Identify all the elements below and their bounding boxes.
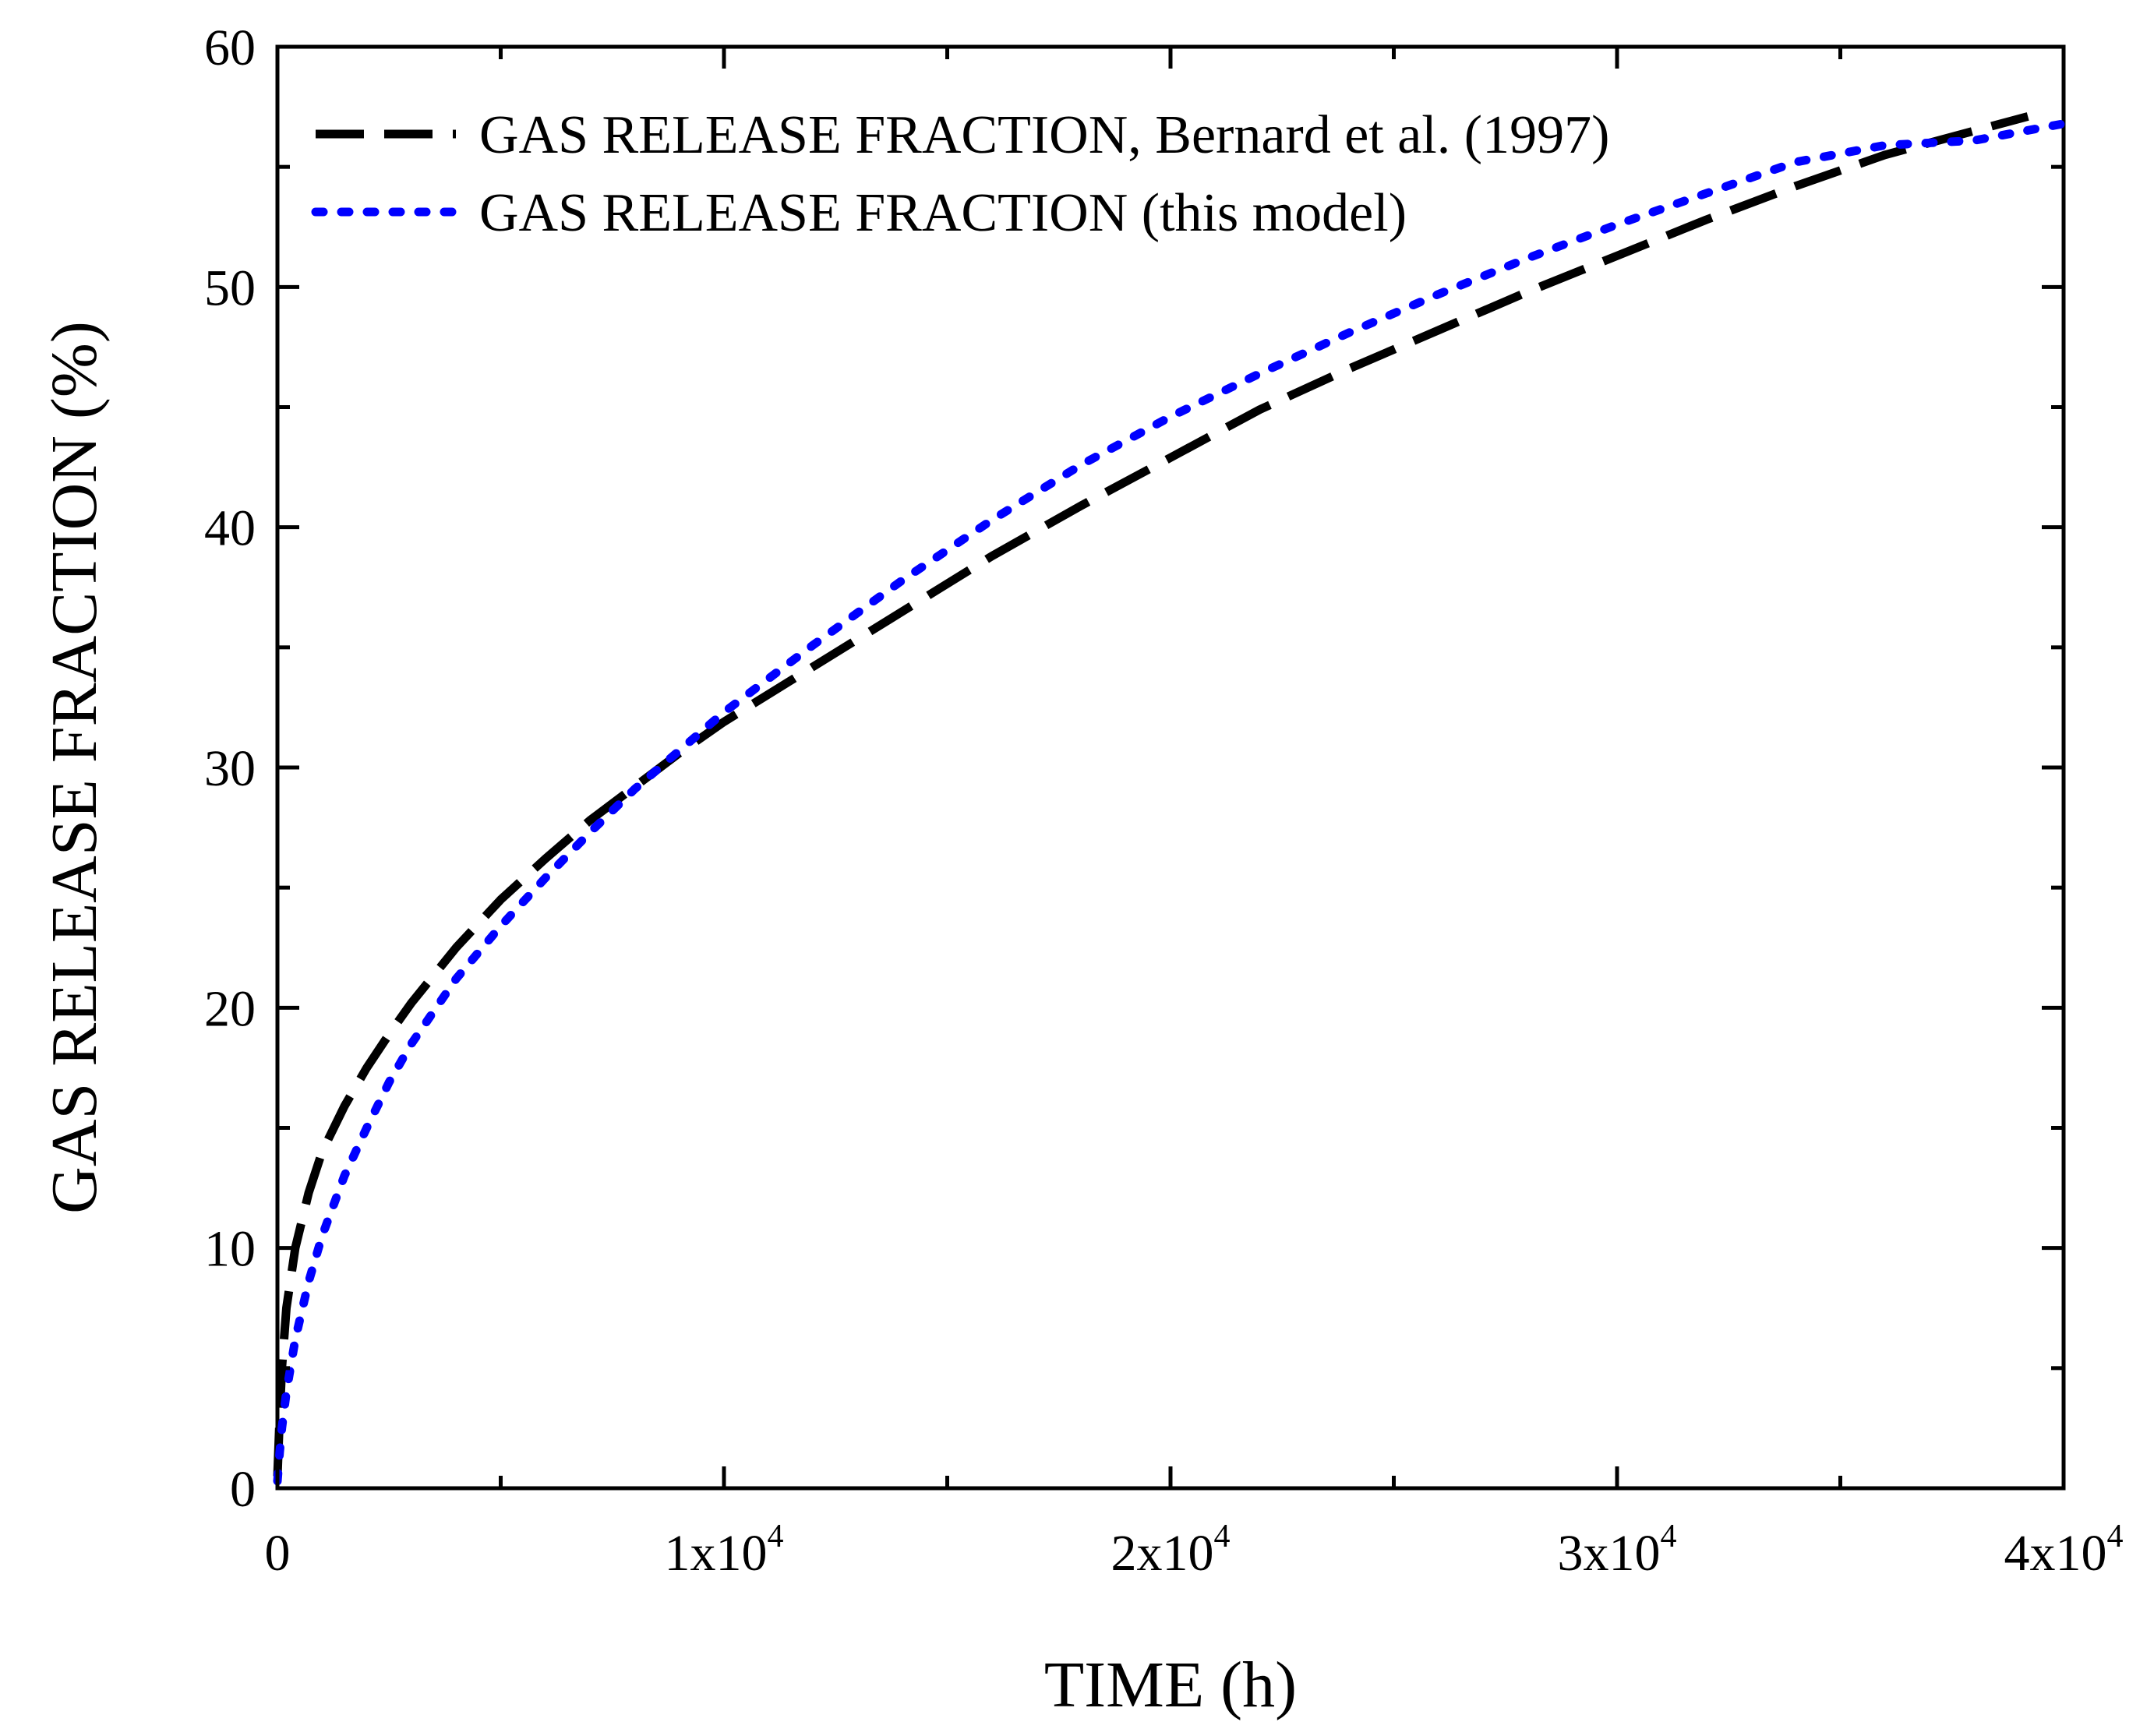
y-tick-label-6: 60	[204, 19, 256, 76]
x-tick-label-3: 3x104	[1558, 1519, 1677, 1582]
x-tick-label-2: 2x104	[1111, 1519, 1231, 1582]
x-tick-label-0: 0	[265, 1525, 291, 1582]
legend: GAS RELEASE FRACTION, Bernard et al. (19…	[311, 105, 1609, 243]
legend-label-this-model: GAS RELEASE FRACTION (this model)	[479, 183, 1407, 243]
y-tick-label-1: 10	[204, 1221, 256, 1278]
y-axis-title: GAS RELEASE FRACTION (%)	[38, 321, 111, 1214]
x-tick-label-4: 4x104	[2004, 1519, 2124, 1582]
series-layer	[273, 112, 2068, 1486]
y-tick-label-2: 20	[204, 980, 256, 1037]
legend-label-bernard: GAS RELEASE FRACTION, Bernard et al. (19…	[479, 105, 1609, 165]
y-tick-label-3: 30	[204, 740, 256, 797]
plot-area	[275, 44, 2066, 1491]
x-tick-label-1: 1x104	[665, 1519, 784, 1582]
y-tick-label-4: 40	[204, 500, 256, 557]
series-line-0	[273, 112, 2029, 1477]
x-axis-title: TIME (h)	[1044, 1649, 1297, 1721]
y-tick-label-5: 50	[204, 259, 256, 316]
plot-frame	[275, 44, 2066, 1491]
y-tick-label-0: 0	[230, 1461, 256, 1518]
ticks-layer: 0 1x104 2x104 3x104 4x104 0 10 20 30 40 50 60	[204, 19, 2124, 1582]
series-line-1	[273, 119, 2068, 1486]
